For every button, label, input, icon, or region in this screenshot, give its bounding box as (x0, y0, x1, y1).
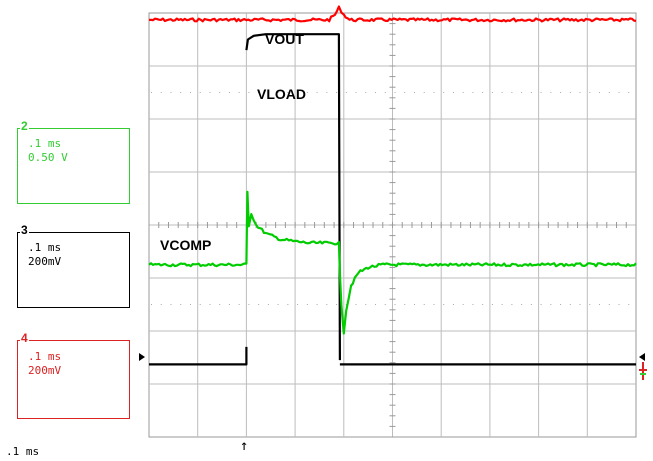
label-vout: VOUT (265, 31, 304, 47)
trigger-arrow-icon: ↑ (240, 438, 248, 454)
channel-4-marker-icon (639, 362, 647, 380)
channel-2-scale: 0.50 V (28, 151, 68, 164)
channel-2-timebase: .1 ms (28, 137, 61, 150)
label-vload: VLOAD (257, 86, 306, 102)
channel-3-scale: 200mV (28, 255, 61, 268)
channel-4-scale: 200mV (28, 364, 61, 377)
channel-2-number: 2 (20, 120, 29, 132)
trace-vload (246, 34, 340, 360)
channel-3-number: 3 (20, 224, 29, 236)
ground-marker-left-icon (139, 353, 145, 361)
channel-4-timebase: .1 ms (28, 350, 61, 363)
channel-4-number: 4 (20, 332, 29, 344)
channel-3-timebase: .1 ms (28, 241, 61, 254)
channel-2-box: .1 ms 0.50 V (17, 128, 130, 204)
label-vcomp: VCOMP (160, 237, 211, 253)
ground-marker-right-icon (639, 353, 645, 361)
channel-4-box: .1 ms 200mV (17, 340, 130, 419)
timebase-readout: .1 ms (6, 445, 39, 458)
channel-3-box: .1 ms 200mV (17, 232, 130, 308)
